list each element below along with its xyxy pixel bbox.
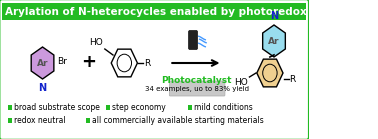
Bar [8, 117, 12, 122]
Polygon shape [263, 25, 285, 57]
Polygon shape [31, 47, 54, 79]
Polygon shape [257, 59, 283, 87]
Text: all commercially available starting materials: all commercially available starting mate… [91, 116, 263, 125]
FancyBboxPatch shape [2, 3, 306, 20]
Text: R: R [290, 75, 296, 84]
Text: broad substrate scope: broad substrate scope [14, 102, 100, 111]
Polygon shape [111, 49, 138, 77]
Text: 34 examples, uo to 83% yield: 34 examples, uo to 83% yield [145, 85, 249, 91]
Text: Br: Br [57, 56, 67, 65]
Bar [106, 105, 110, 110]
Text: HO: HO [90, 38, 103, 47]
Bar [86, 117, 90, 122]
FancyBboxPatch shape [169, 81, 225, 96]
Text: mild conditions: mild conditions [194, 102, 253, 111]
FancyBboxPatch shape [189, 30, 198, 49]
Text: N: N [39, 83, 46, 93]
Text: Photocatalyst: Photocatalyst [161, 76, 231, 85]
Text: Ar: Ar [37, 59, 48, 68]
Bar [188, 105, 192, 110]
Text: +: + [81, 53, 96, 71]
Bar [8, 105, 12, 110]
Text: Arylation of N-heterocycles enabled by photoredox catalysis: Arylation of N-heterocycles enabled by p… [5, 7, 362, 17]
Text: Ar: Ar [268, 37, 280, 45]
Text: R: R [144, 59, 150, 68]
Text: HO: HO [234, 78, 248, 87]
FancyBboxPatch shape [0, 0, 309, 139]
Text: redox neutral: redox neutral [14, 116, 65, 125]
Text: step economy: step economy [112, 102, 166, 111]
Text: N: N [270, 11, 278, 21]
